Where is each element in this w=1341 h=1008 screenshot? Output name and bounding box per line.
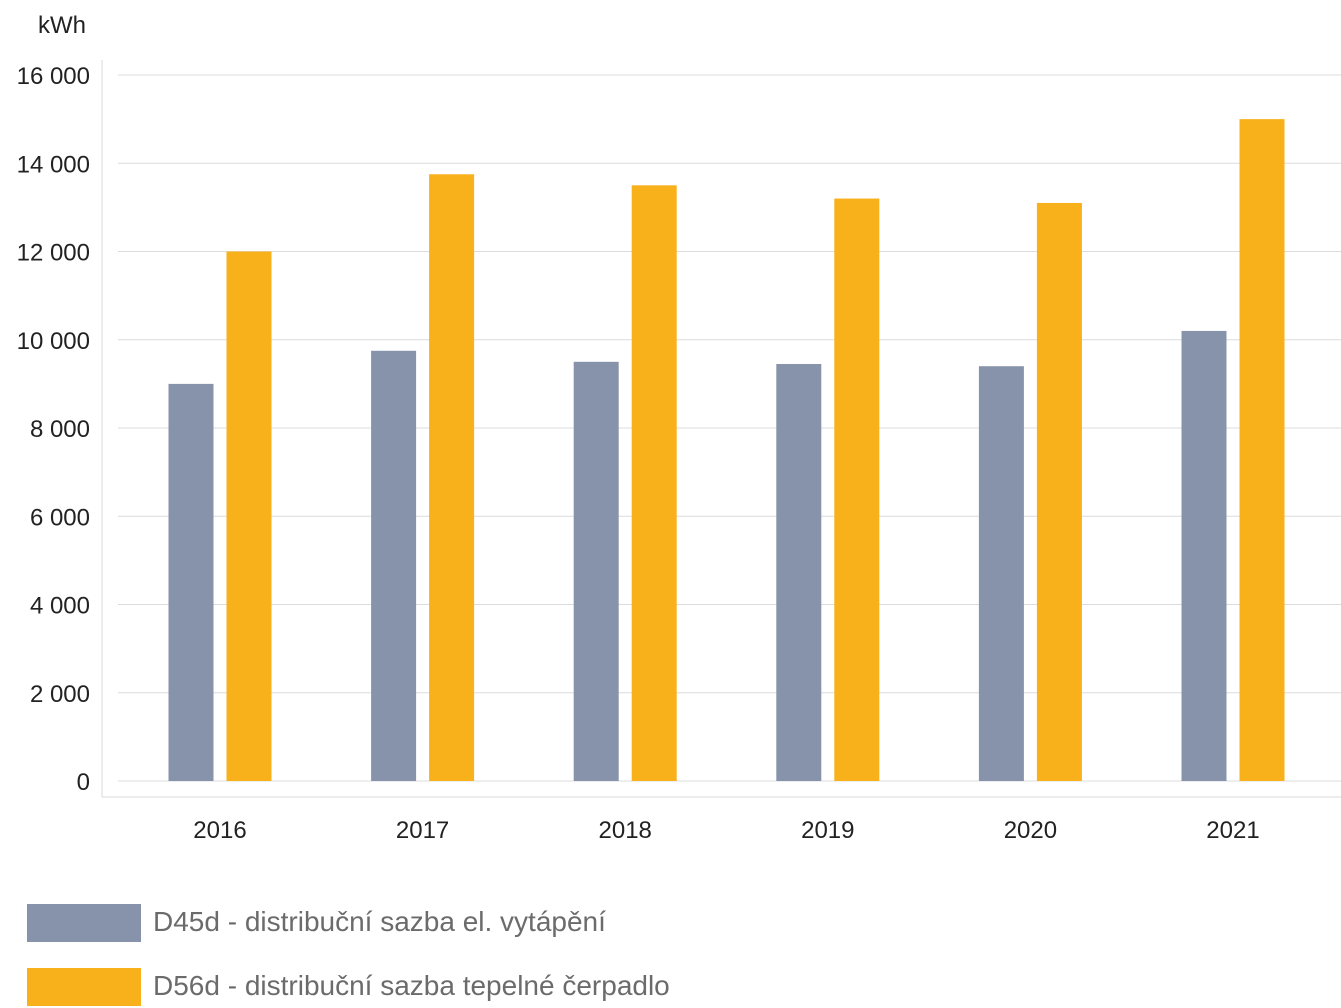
y-tick-label-6000: 6 000 — [30, 504, 90, 531]
legend-label-d45d: D45d - distribuční sazba el. vytápění — [153, 906, 606, 937]
x-tick-label-2017: 2017 — [396, 817, 449, 844]
x-tick-label-2016: 2016 — [193, 817, 246, 844]
bar-chart: 0 2 000 4 000 6 000 8 000 10 000 12 000 14 000 1… — [17, 60, 1341, 844]
bar-d45d-2018 — [573, 361, 619, 781]
bar-d56d-2018 — [631, 185, 677, 781]
y-tick-label-14000: 14 000 — [17, 151, 90, 178]
bar-d56d-2017 — [429, 174, 475, 781]
y-tick-label-8000: 8 000 — [30, 416, 90, 443]
bar-d45d-2020 — [978, 366, 1024, 781]
x-tick-label-2020: 2020 — [1004, 817, 1057, 844]
y-axis-unit-label: kWh — [38, 12, 86, 39]
x-tick-label-2021: 2021 — [1206, 817, 1259, 844]
y-tick-label-10000: 10 000 — [17, 328, 90, 355]
y-tick-label-12000: 12 000 — [17, 240, 90, 267]
legend-swatch-d56d — [27, 968, 141, 1006]
legend-item-d56d: D56d - distribuční sazba tepelné čerpadl… — [27, 968, 1227, 1008]
bar-d45d-2021 — [1181, 330, 1227, 781]
x-tick-label-2019: 2019 — [801, 817, 854, 844]
bar-d45d-2017 — [371, 350, 417, 781]
y-tick-label-16000: 16 000 — [17, 63, 90, 90]
y-tick-label-4000: 4 000 — [30, 593, 90, 620]
y-tick-label-2000: 2 000 — [30, 681, 90, 708]
bar-d45d-2016 — [168, 383, 214, 781]
bar-d45d-2019 — [776, 364, 822, 781]
x-tick-label-2018: 2018 — [599, 817, 652, 844]
legend-label-d56d: D56d - distribuční sazba tepelné čerpadl… — [153, 970, 670, 1001]
bar-d56d-2019 — [834, 198, 880, 782]
bar-d56d-2021 — [1239, 119, 1285, 781]
y-tick-label-0: 0 — [77, 769, 90, 796]
legend-swatch-d45d — [27, 904, 141, 942]
legend-item-d45d: D45d - distribuční sazba el. vytápění — [27, 904, 1227, 944]
bar-d56d-2020 — [1036, 202, 1082, 781]
bar-d56d-2016 — [226, 251, 272, 781]
